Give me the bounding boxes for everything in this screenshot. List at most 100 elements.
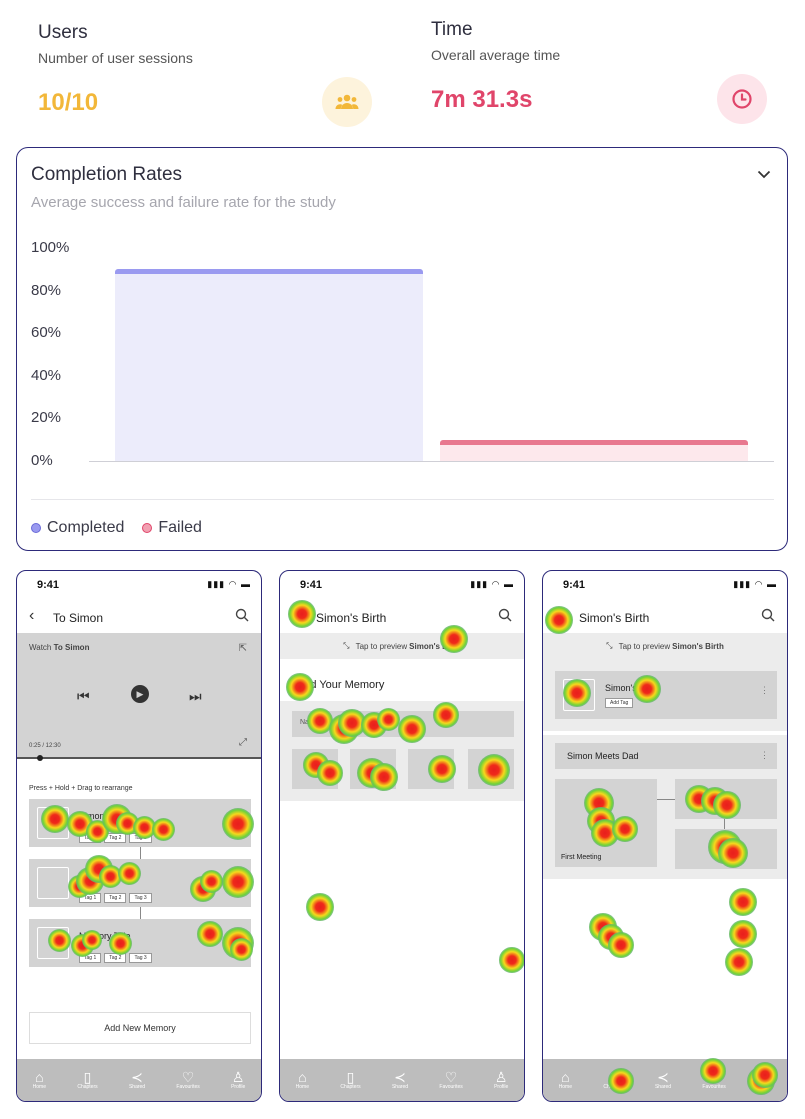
bar-completed[interactable] — [115, 269, 423, 461]
back-icon[interactable]: ‹ — [29, 607, 35, 624]
nav-shared[interactable]: ≺ Shared — [129, 1070, 145, 1090]
y-tick-label: 0% — [31, 452, 53, 469]
nav-chapters[interactable]: ▯ Chapters — [603, 1070, 623, 1090]
nav-favourites[interactable]: ♡ Favourites — [702, 1070, 725, 1090]
nav-shared-label: Shared — [128, 1084, 146, 1090]
time-stat: Time Overall average time — [431, 19, 560, 63]
image-icon — [37, 867, 69, 899]
legend-failed[interactable]: Failed — [142, 519, 202, 537]
y-tick-label: 80% — [31, 281, 62, 299]
preview-bar[interactable]: ⤡ Tap to preview Simon's Birth — [280, 633, 524, 659]
more-icon[interactable]: ⋮ — [760, 685, 769, 695]
tag[interactable]: Tag 3 — [129, 893, 152, 903]
search-icon[interactable] — [498, 608, 512, 622]
nav-home[interactable]: ⌂ Home — [33, 1070, 46, 1090]
search-icon[interactable] — [761, 608, 775, 622]
card-title: Simon's Birth — [605, 683, 658, 693]
video-progress-bar[interactable] — [17, 757, 261, 759]
group-title: Simon Meets Dad — [567, 751, 639, 761]
tag[interactable]: Tag 2 — [104, 893, 127, 903]
heatmap-spot — [608, 932, 634, 958]
x-axis-line — [89, 461, 774, 462]
media-tile[interactable] — [675, 779, 777, 819]
nav-home[interactable]: ⌂ Home — [296, 1070, 309, 1090]
share-icon[interactable]: ⇱ — [238, 643, 247, 654]
skip-forward-icon[interactable]: ⏭ — [189, 688, 202, 704]
phone-build-memory: 9:41 ▮▮▮ ◠ ▬ ‹ Simon's Birth ⤡ Tap to pre… — [279, 570, 525, 1102]
preview-prefix: Tap to preview — [355, 641, 408, 651]
nav-profile[interactable]: ♙ Profile — [494, 1070, 508, 1090]
nav-shared[interactable]: ≺ Shared — [655, 1070, 671, 1090]
nav-favourites[interactable]: ♡ Favourites — [439, 1070, 462, 1090]
heatmap-spot — [499, 947, 524, 973]
nav-profile[interactable]: ♙ Profile — [757, 1070, 771, 1090]
media-slot[interactable] — [468, 749, 514, 789]
legend-completed[interactable]: Completed — [31, 519, 124, 537]
nav-chapters[interactable]: ▯ Chapters — [77, 1070, 97, 1090]
nav-home-label: Home — [295, 1084, 309, 1090]
bookmark-icon: ▯ — [346, 1069, 355, 1085]
nav-profile[interactable]: ♙ Profile — [231, 1070, 245, 1090]
nav-profile-label: Profile — [231, 1084, 246, 1090]
clock-icon — [717, 74, 767, 124]
photo-card[interactable]: First Meeting — [555, 779, 657, 867]
memory-row[interactable]: Simon's Birth Tag 1 Tag 2 Tag 3 — [29, 799, 251, 847]
bottom-nav: ⌂ Home ▯ Chapters ≺ Shared ♡ Favourites ♙ Pro… — [543, 1059, 787, 1101]
more-icon[interactable]: ⋮ — [760, 750, 769, 760]
search-icon[interactable] — [235, 608, 249, 622]
status-time: 9:41 — [37, 579, 60, 591]
video-player[interactable]: Watch To Simon ⇱ ⏮ ▶ ⏭ 0:25 / 12:30 ⤢ — [17, 633, 261, 757]
add-tag-button[interactable]: Add Tag — [605, 698, 634, 708]
add-new-memory-button[interactable]: Add New Memory — [29, 1012, 251, 1044]
back-icon[interactable]: ‹ — [555, 607, 561, 624]
share-nodes-icon: ≺ — [657, 1069, 669, 1085]
bottom-nav: ⌂ Home ▯ Chapters ≺ Shared ♡ Favourites ♙ Pro… — [280, 1059, 524, 1101]
media-slot[interactable] — [292, 749, 338, 789]
group-header[interactable]: Simon Meets Dad ⋮ — [555, 743, 777, 769]
connector-line — [724, 819, 725, 829]
memory-row[interactable]: Memory Title Tag 1 Tag 2 Tag 3 — [29, 859, 251, 907]
nav-chapters-label: Chapters — [603, 1084, 624, 1090]
legend-divider — [31, 499, 774, 500]
fullscreen-icon[interactable]: ⤢ — [239, 737, 247, 748]
preview-bar[interactable]: ⤡ Tap to preview Simon's Birth — [543, 633, 787, 659]
memory-card[interactable]: Simon's Birth Add Tag ⋮ — [555, 671, 777, 719]
tag[interactable]: Tag 1 — [79, 893, 102, 903]
profile-icon: ♙ — [231, 1069, 245, 1085]
nav-home[interactable]: ⌂ Home — [559, 1070, 572, 1090]
nav-shared[interactable]: ≺ Shared — [392, 1070, 408, 1090]
media-tile[interactable] — [675, 829, 777, 869]
tag[interactable]: Tag 1 — [79, 953, 102, 963]
back-icon[interactable]: ‹ — [292, 607, 298, 624]
failed-dot — [142, 523, 153, 533]
tag[interactable]: Tag 2 — [104, 953, 127, 963]
nav-chapters[interactable]: ▯ Chapters — [340, 1070, 360, 1090]
completion-title: Completion Rates — [31, 164, 183, 185]
nav-favourites[interactable]: ♡ Favourites — [176, 1070, 199, 1090]
play-icon[interactable]: ▶ — [131, 685, 149, 703]
profile-icon: ♙ — [494, 1069, 508, 1085]
media-slot[interactable] — [350, 749, 396, 789]
progress-knob[interactable] — [37, 755, 43, 761]
memory-title: Simon's Birth — [79, 811, 132, 821]
skip-back-icon[interactable]: ⏮ — [77, 688, 90, 704]
bar-failed[interactable] — [440, 439, 748, 461]
connector-line — [140, 847, 141, 859]
tag[interactable]: Tag 3 — [129, 953, 152, 963]
media-slot[interactable] — [408, 749, 454, 789]
name-field[interactable]: Name — [292, 711, 514, 737]
users-value: 10/10 — [38, 89, 99, 116]
phone-to-simon: 9:41 ▮▮▮ ◠ ▬ ‹ To Simon Watch To Simon ⇱… — [16, 570, 262, 1102]
chevron-down-icon[interactable] — [757, 166, 771, 184]
legend-failed-label: Failed — [158, 519, 202, 536]
tag[interactable]: Tag 1 — [79, 833, 102, 843]
memory-row[interactable]: Memory Title Tag 1 Tag 2 Tag 3 — [29, 919, 251, 967]
section-title: Build Your Memory — [292, 679, 385, 691]
tag[interactable]: Tag 3 — [129, 833, 152, 843]
nav-favourites-label: Favourites — [439, 1084, 463, 1090]
name-field-placeholder: Name — [300, 719, 319, 726]
group-area: Simon Meets Dad ⋮ First Meeting — [543, 735, 787, 879]
page-title: Simon's Birth — [579, 611, 650, 625]
tag[interactable]: Tag 2 — [104, 833, 127, 843]
memory-title: Memory Title — [79, 871, 131, 881]
